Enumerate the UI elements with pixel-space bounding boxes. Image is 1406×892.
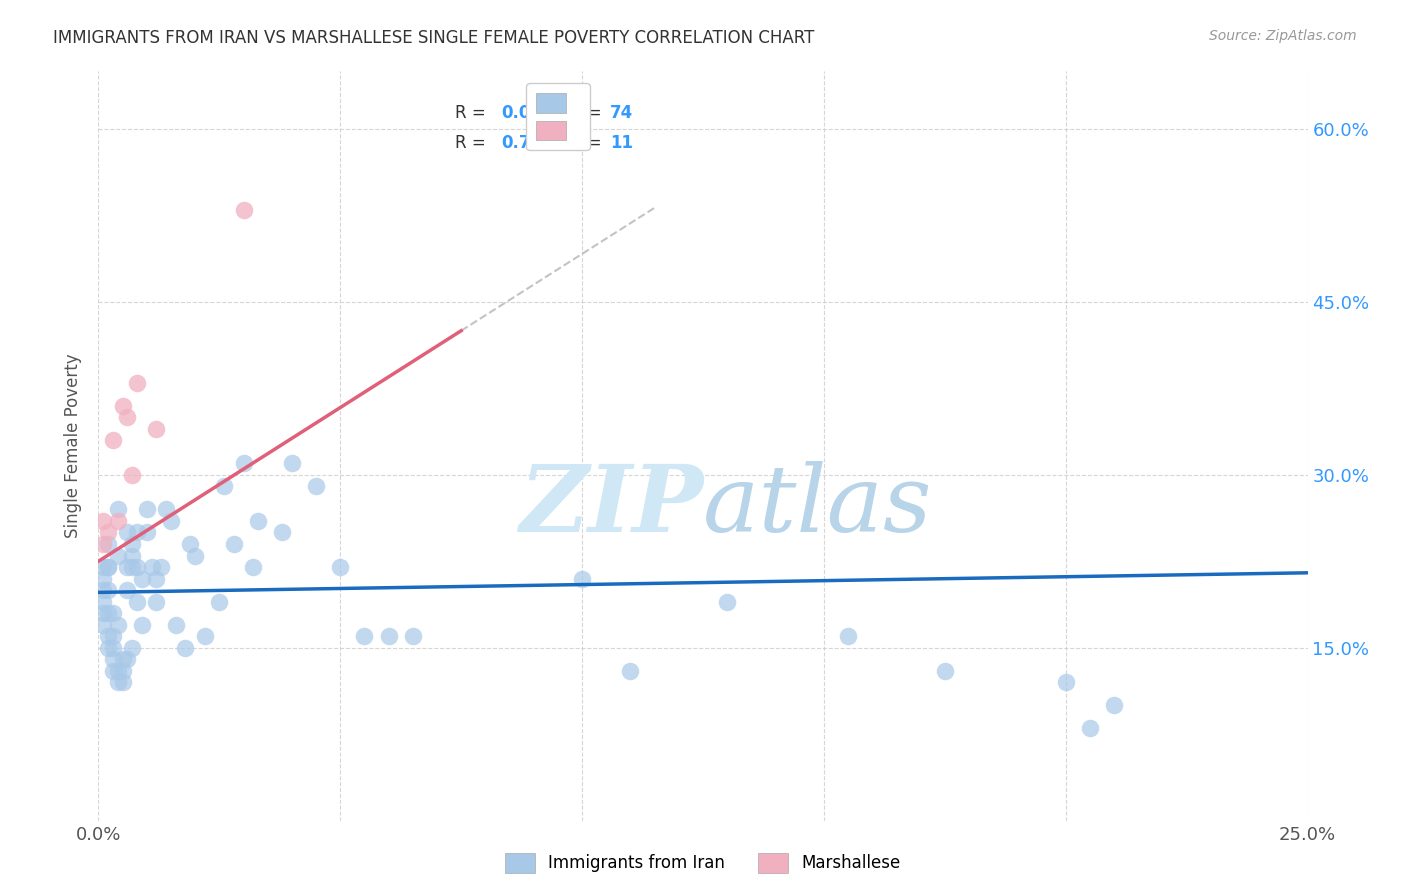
Legend: , : , — [526, 84, 589, 150]
Point — [571, 572, 593, 586]
Point — [155, 502, 177, 516]
Point — [107, 549, 129, 563]
Point — [208, 594, 231, 608]
Point — [837, 629, 859, 643]
Point — [377, 629, 399, 643]
Point — [1102, 698, 1125, 713]
Legend: Immigrants from Iran, Marshallese: Immigrants from Iran, Marshallese — [498, 847, 908, 880]
Point — [145, 594, 167, 608]
Text: 74: 74 — [610, 103, 633, 121]
Point — [101, 606, 124, 620]
Point — [329, 560, 352, 574]
Point — [121, 549, 143, 563]
Point — [934, 664, 956, 678]
Point — [135, 525, 157, 540]
Text: R =: R = — [456, 134, 491, 152]
Point — [91, 606, 114, 620]
Point — [97, 537, 120, 551]
Text: 0.741: 0.741 — [501, 134, 554, 152]
Point — [97, 629, 120, 643]
Point — [160, 514, 183, 528]
Point — [121, 467, 143, 482]
Point — [131, 617, 153, 632]
Point — [91, 594, 114, 608]
Text: R =: R = — [456, 103, 491, 121]
Point — [1078, 722, 1101, 736]
Point — [402, 629, 425, 643]
Point — [91, 617, 114, 632]
Point — [91, 537, 114, 551]
Point — [107, 502, 129, 516]
Text: ZIP: ZIP — [519, 461, 703, 551]
Point — [111, 664, 134, 678]
Point — [135, 502, 157, 516]
Point — [184, 549, 207, 563]
Point — [117, 410, 139, 425]
Point — [127, 560, 149, 574]
Point — [150, 560, 173, 574]
Point — [242, 560, 264, 574]
Point — [91, 560, 114, 574]
Point — [353, 629, 375, 643]
Point — [127, 594, 149, 608]
Point — [179, 537, 201, 551]
Point — [97, 525, 120, 540]
Point — [107, 617, 129, 632]
Point — [247, 514, 270, 528]
Point — [117, 583, 139, 598]
Y-axis label: Single Female Poverty: Single Female Poverty — [65, 354, 83, 538]
Point — [141, 560, 163, 574]
Point — [145, 422, 167, 436]
Text: IMMIGRANTS FROM IRAN VS MARSHALLESE SINGLE FEMALE POVERTY CORRELATION CHART: IMMIGRANTS FROM IRAN VS MARSHALLESE SING… — [53, 29, 815, 46]
Point — [91, 514, 114, 528]
Point — [121, 560, 143, 574]
Point — [97, 560, 120, 574]
Point — [111, 399, 134, 413]
Point — [91, 583, 114, 598]
Point — [232, 202, 254, 217]
Point — [101, 664, 124, 678]
Point — [91, 572, 114, 586]
Text: N =: N = — [569, 103, 607, 121]
Point — [97, 606, 120, 620]
Point — [101, 652, 124, 666]
Point — [222, 537, 245, 551]
Point — [101, 640, 124, 655]
Point — [101, 629, 124, 643]
Point — [117, 560, 139, 574]
Text: N =: N = — [569, 134, 607, 152]
Point — [194, 629, 217, 643]
Point — [127, 525, 149, 540]
Point — [101, 434, 124, 448]
Point — [281, 456, 304, 470]
Point — [117, 652, 139, 666]
Point — [107, 514, 129, 528]
Point — [619, 664, 641, 678]
Text: 0.036: 0.036 — [501, 103, 554, 121]
Point — [107, 664, 129, 678]
Point — [145, 572, 167, 586]
Point — [174, 640, 197, 655]
Point — [97, 583, 120, 598]
Point — [131, 572, 153, 586]
Text: 11: 11 — [610, 134, 633, 152]
Point — [127, 376, 149, 390]
Point — [232, 456, 254, 470]
Point — [165, 617, 187, 632]
Point — [97, 640, 120, 655]
Point — [111, 652, 134, 666]
Point — [107, 675, 129, 690]
Point — [111, 675, 134, 690]
Point — [97, 560, 120, 574]
Point — [716, 594, 738, 608]
Point — [121, 640, 143, 655]
Point — [305, 479, 328, 493]
Point — [121, 537, 143, 551]
Point — [117, 525, 139, 540]
Text: atlas: atlas — [703, 461, 932, 551]
Point — [212, 479, 235, 493]
Point — [1054, 675, 1077, 690]
Point — [271, 525, 294, 540]
Text: Source: ZipAtlas.com: Source: ZipAtlas.com — [1209, 29, 1357, 43]
